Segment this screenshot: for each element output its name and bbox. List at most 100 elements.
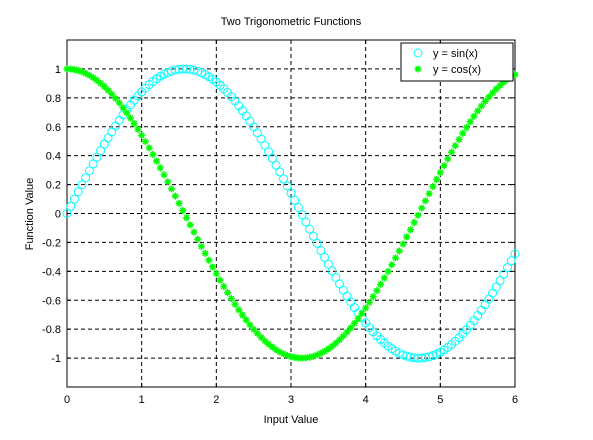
- data-point: [88, 159, 98, 169]
- data-point: [145, 144, 153, 152]
- data-point: [73, 187, 83, 197]
- x-tick-label: 5: [437, 394, 443, 406]
- data-point: [373, 287, 381, 295]
- data-point: [399, 240, 407, 248]
- data-point: [436, 168, 444, 176]
- data-point: [414, 211, 422, 219]
- data-point: [488, 288, 498, 298]
- data-point: [178, 64, 188, 74]
- data-point: [164, 178, 172, 186]
- data-point: [429, 183, 437, 191]
- data-point: [403, 233, 411, 241]
- data-point: [220, 282, 228, 290]
- x-tick-label: 6: [512, 394, 518, 406]
- y-tick-label: -0.2: [42, 237, 61, 249]
- data-point: [297, 210, 307, 220]
- data-point: [293, 202, 303, 212]
- data-point: [388, 261, 396, 269]
- data-point: [267, 153, 277, 163]
- data-point: [179, 206, 187, 214]
- data-point: [194, 235, 202, 243]
- data-point: [327, 266, 337, 276]
- data-point: [346, 297, 356, 307]
- data-point: [141, 138, 149, 146]
- data-point: [231, 300, 239, 308]
- y-tick-label: 0.2: [46, 180, 61, 192]
- y-tick-label: -0.4: [42, 266, 61, 278]
- data-point: [418, 204, 426, 212]
- data-point: [271, 160, 281, 170]
- data-point: [160, 171, 168, 179]
- data-point: [286, 188, 296, 198]
- data-point: [130, 120, 138, 128]
- data-point: [242, 316, 250, 324]
- data-point: [245, 116, 255, 126]
- data-point: [153, 157, 161, 165]
- data-point: [406, 226, 414, 234]
- data-point: [112, 94, 120, 102]
- data-point: [81, 173, 91, 183]
- data-point: [347, 324, 355, 332]
- data-point: [380, 274, 388, 282]
- data-point: [138, 131, 146, 139]
- data-point: [66, 201, 76, 211]
- legend: y = sin(x) y = cos(x): [400, 42, 514, 82]
- data-point: [209, 263, 217, 271]
- data-point: [84, 166, 94, 176]
- data-point: [190, 228, 198, 236]
- data-point: [392, 254, 400, 262]
- data-point: [186, 221, 194, 229]
- data-point: [279, 174, 289, 184]
- data-point: [171, 192, 179, 200]
- y-tick-label: -0.8: [42, 324, 61, 336]
- data-point: [197, 242, 205, 250]
- data-point: [89, 74, 97, 82]
- data-point: [369, 293, 377, 301]
- data-point: [480, 300, 490, 310]
- data-point: [264, 147, 274, 157]
- y-axis-label: Function Value: [24, 178, 36, 251]
- data-point: [413, 353, 423, 363]
- legend-label: y = cos(x): [433, 64, 481, 76]
- data-point: [503, 263, 513, 273]
- data-point: [312, 238, 322, 248]
- axis-ticks: 0 1 2 3 4 5 6 -1 -0.8 -0.6 -0.4 -0.2 0 0.2 0.4 0.6 0.8 1: [42, 40, 518, 406]
- data-point: [365, 298, 373, 306]
- data-point: [126, 114, 134, 122]
- data-point: [301, 217, 311, 227]
- data-point: [320, 252, 330, 262]
- data-point: [111, 121, 121, 131]
- data-point: [342, 291, 352, 301]
- x-axis-label: Input Value: [264, 414, 319, 426]
- data-point: [349, 303, 359, 313]
- data-point: [462, 123, 470, 131]
- series-layer: [62, 64, 520, 363]
- x-tick-label: 1: [139, 394, 145, 406]
- data-point: [92, 152, 102, 162]
- data-point: [305, 224, 315, 234]
- data-point: [395, 247, 403, 255]
- data-point: [410, 219, 418, 227]
- data-point: [100, 83, 108, 91]
- data-point: [168, 185, 176, 193]
- y-tick-label: 0.6: [46, 122, 61, 134]
- data-point: [421, 197, 429, 205]
- chart-title: Two Trigonometric Functions: [221, 16, 362, 28]
- data-point: [466, 118, 474, 126]
- data-point: [484, 294, 494, 304]
- y-tick-label: 0.8: [46, 93, 61, 105]
- data-point: [201, 249, 209, 257]
- series-sin: [62, 64, 520, 363]
- data-point: [175, 199, 183, 207]
- data-point: [156, 164, 164, 172]
- data-point: [119, 104, 127, 112]
- data-point: [134, 125, 142, 133]
- y-tick-label: 0.4: [46, 151, 61, 163]
- data-point: [451, 142, 459, 150]
- data-point: [238, 311, 246, 319]
- data-point: [506, 256, 516, 266]
- data-point: [123, 109, 131, 117]
- data-point: [409, 353, 419, 363]
- data-point: [193, 66, 203, 76]
